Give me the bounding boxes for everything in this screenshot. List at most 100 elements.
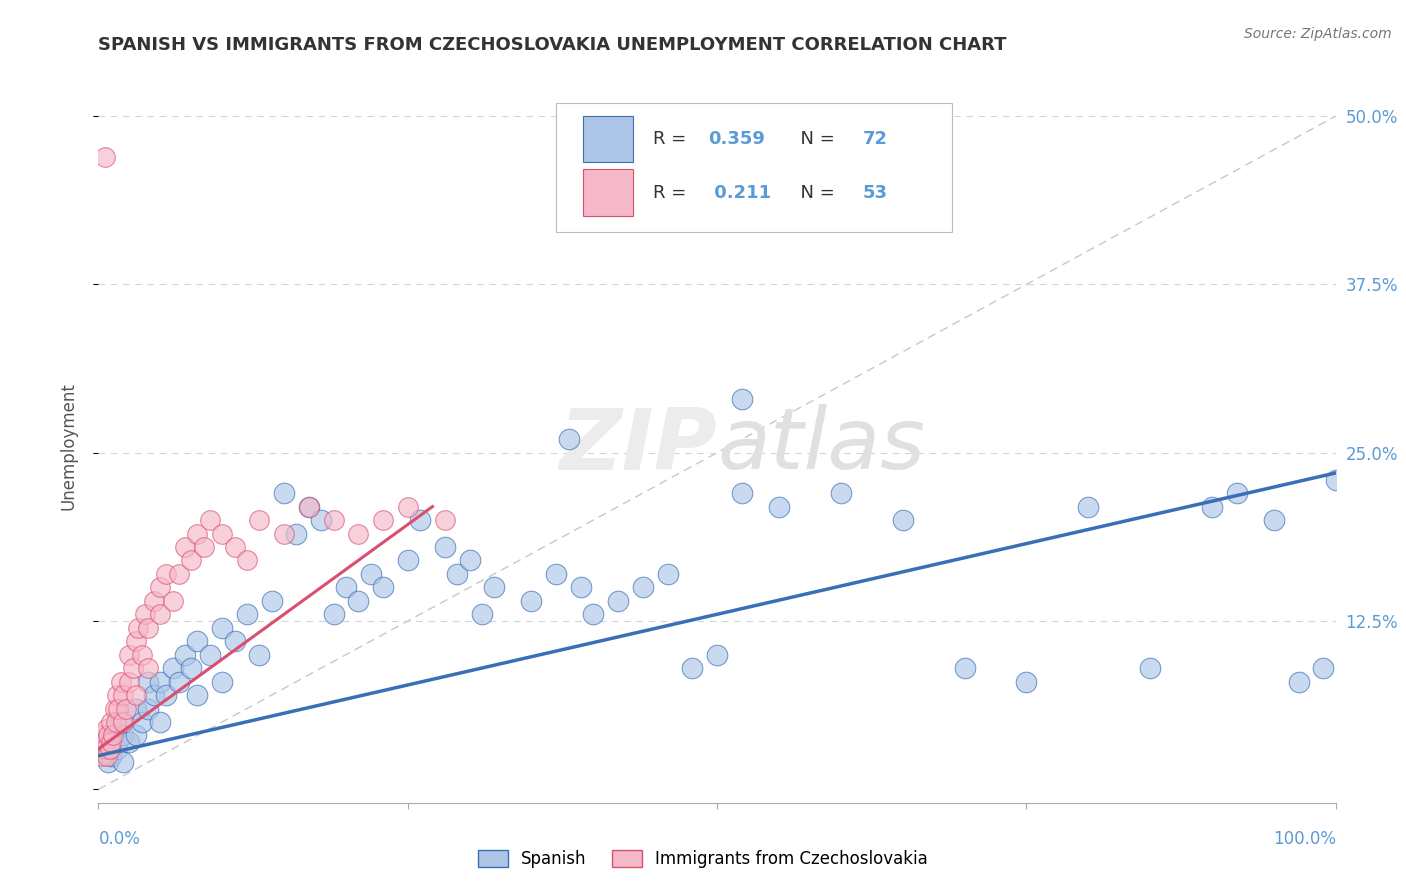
Point [520, 594, 543, 608]
Point [273, 486, 295, 500]
Point [360, 566, 382, 581]
Point [118, 674, 141, 689]
Point [149, 580, 172, 594]
Point [180, 661, 202, 675]
Point [347, 594, 370, 608]
Legend: Spanish, Immigrants from Czechoslovakia: Spanish, Immigrants from Czechoslovakia [471, 843, 935, 875]
Point [285, 526, 308, 541]
Point [557, 432, 579, 446]
Point [211, 621, 233, 635]
Point [122, 661, 145, 675]
Point [96, 748, 118, 763]
Point [1226, 486, 1249, 500]
Text: N =: N = [789, 184, 841, 202]
Point [322, 607, 344, 622]
Text: 72: 72 [863, 130, 889, 148]
Point [98, 742, 121, 756]
Point [149, 607, 172, 622]
Point [247, 648, 270, 662]
Point [105, 742, 128, 756]
Point [298, 500, 321, 514]
Point [124, 701, 146, 715]
Point [309, 513, 332, 527]
Point [143, 594, 166, 608]
Point [198, 648, 221, 662]
Point [446, 566, 468, 581]
Point [186, 526, 208, 541]
Point [174, 648, 197, 662]
Point [706, 648, 728, 662]
Point [569, 580, 592, 594]
Point [1312, 661, 1334, 675]
Point [396, 553, 419, 567]
Point [118, 648, 141, 662]
Point [131, 648, 153, 662]
Point [162, 661, 184, 675]
Point [136, 701, 159, 715]
Point [89, 742, 111, 756]
Text: R =: R = [652, 184, 692, 202]
Point [768, 500, 790, 514]
Point [335, 580, 357, 594]
Point [433, 540, 456, 554]
Point [830, 486, 852, 500]
Point [193, 540, 215, 554]
Point [149, 714, 172, 729]
Point [100, 714, 122, 729]
Point [582, 607, 605, 622]
Point [136, 674, 159, 689]
Point [1077, 500, 1099, 514]
Point [247, 513, 270, 527]
Point [211, 526, 233, 541]
Point [100, 735, 122, 749]
Point [731, 486, 754, 500]
Point [97, 756, 120, 770]
Point [112, 756, 135, 770]
Text: 0.211: 0.211 [709, 184, 772, 202]
Point [409, 513, 432, 527]
Point [104, 714, 127, 729]
Point [236, 607, 259, 622]
Text: ZIP: ZIP [560, 404, 717, 488]
Point [471, 607, 494, 622]
Point [93, 735, 115, 749]
Text: SPANISH VS IMMIGRANTS FROM CZECHOSLOVAKIA UNEMPLOYMENT CORRELATION CHART: SPANISH VS IMMIGRANTS FROM CZECHOSLOVAKI… [98, 36, 1007, 54]
Point [155, 688, 177, 702]
Point [100, 748, 122, 763]
Point [298, 500, 321, 514]
Text: atlas: atlas [717, 404, 925, 488]
FancyBboxPatch shape [557, 103, 952, 232]
Point [162, 594, 184, 608]
Text: Source: ZipAtlas.com: Source: ZipAtlas.com [1244, 27, 1392, 41]
Point [134, 607, 156, 622]
Point [105, 688, 128, 702]
Point [1139, 661, 1161, 675]
Point [167, 674, 190, 689]
Text: 100.0%: 100.0% [1272, 830, 1336, 847]
Bar [583, 116, 633, 162]
Point [198, 513, 221, 527]
Point [155, 566, 177, 581]
Point [1201, 500, 1223, 514]
Point [224, 540, 246, 554]
Point [1288, 674, 1310, 689]
Point [1263, 513, 1285, 527]
Point [112, 729, 135, 743]
Point [110, 674, 132, 689]
Point [953, 661, 976, 675]
Point [114, 701, 136, 715]
Point [118, 735, 141, 749]
Point [112, 714, 135, 729]
Point [731, 392, 754, 406]
Point [458, 553, 481, 567]
Point [260, 594, 283, 608]
Point [124, 688, 146, 702]
Bar [583, 169, 633, 216]
Point [186, 688, 208, 702]
Point [180, 553, 202, 567]
Text: N =: N = [789, 130, 841, 148]
Point [433, 513, 456, 527]
Text: R =: R = [652, 130, 692, 148]
Text: 0.0%: 0.0% [98, 830, 141, 847]
Point [107, 701, 129, 715]
